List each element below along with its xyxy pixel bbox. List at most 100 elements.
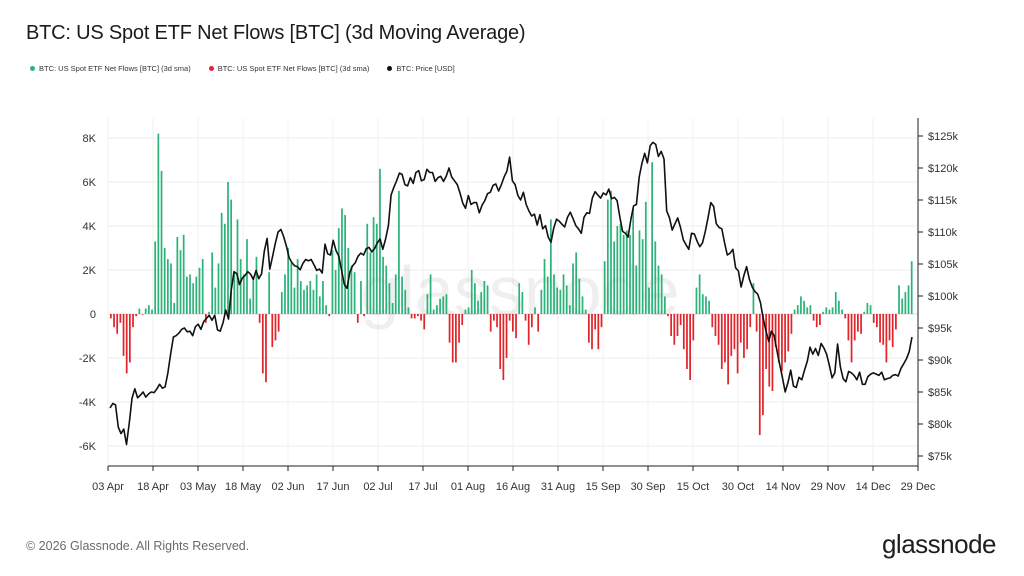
flow-bar bbox=[749, 314, 752, 328]
flow-bar bbox=[284, 274, 286, 314]
flow-bar bbox=[467, 307, 470, 314]
flow-bar bbox=[670, 314, 673, 336]
x-tick-label: 15 Sep bbox=[586, 481, 621, 493]
flow-bar bbox=[562, 274, 565, 314]
y-right-tick-label: $80k bbox=[928, 419, 952, 431]
flow-bar bbox=[739, 314, 742, 343]
x-tick-label: 30 Sep bbox=[631, 481, 666, 493]
flow-bar bbox=[318, 296, 321, 314]
flow-bar bbox=[189, 274, 191, 314]
flow-bar bbox=[325, 305, 327, 314]
x-tick-label: 01 Aug bbox=[451, 481, 485, 493]
flow-bar bbox=[898, 285, 900, 314]
legend-item-outflows[interactable]: BTC: US Spot ETF Net Flows [BTC] (3d sma… bbox=[208, 64, 369, 73]
flow-bars bbox=[110, 133, 913, 435]
axes bbox=[107, 118, 923, 471]
flow-bar bbox=[391, 303, 394, 314]
flow-bar bbox=[689, 314, 691, 380]
flow-bar bbox=[404, 289, 407, 314]
y-right-tick-label: $115k bbox=[928, 195, 958, 207]
flow-bar bbox=[258, 314, 261, 323]
flow-bar bbox=[277, 314, 280, 332]
flow-bar bbox=[182, 234, 185, 314]
x-tick-label: 14 Dec bbox=[856, 481, 891, 493]
chart-legend: BTC: US Spot ETF Net Flows [BTC] (3d sma… bbox=[30, 64, 455, 73]
flow-bar bbox=[211, 252, 214, 314]
flow-bar bbox=[195, 276, 198, 314]
y-right-tick-label: $100k bbox=[928, 291, 958, 303]
chart-title: BTC: US Spot ETF Net Flows [BTC] (3d Mov… bbox=[26, 22, 526, 44]
flow-bar bbox=[809, 305, 812, 314]
flow-bar bbox=[869, 305, 872, 314]
flow-bar bbox=[122, 314, 125, 356]
flow-bar bbox=[239, 259, 242, 314]
flow-bar bbox=[461, 314, 464, 325]
flow-bar bbox=[559, 289, 562, 314]
flow-bar bbox=[537, 314, 540, 332]
flow-bar bbox=[676, 314, 679, 336]
flow-bar bbox=[730, 314, 733, 356]
y-left-tick-label: -2K bbox=[79, 353, 97, 365]
flow-bar bbox=[271, 314, 274, 347]
flow-bar bbox=[147, 305, 150, 314]
flow-bar bbox=[410, 314, 413, 319]
flow-bar bbox=[847, 314, 850, 341]
flow-bar bbox=[663, 296, 666, 314]
flow-bar bbox=[815, 314, 818, 328]
flow-bar bbox=[717, 314, 720, 345]
y-left-tick-label: 8K bbox=[83, 133, 97, 145]
flow-bar bbox=[439, 298, 441, 314]
flow-bar bbox=[322, 281, 324, 314]
flow-bar bbox=[543, 259, 546, 314]
flow-bar bbox=[825, 307, 828, 314]
flow-bar bbox=[331, 250, 334, 314]
flow-bar bbox=[315, 274, 318, 314]
price-line bbox=[109, 141, 913, 446]
flow-bar bbox=[160, 171, 163, 314]
flow-bar bbox=[369, 252, 372, 314]
flow-bar bbox=[644, 201, 647, 314]
flow-bar bbox=[144, 308, 147, 314]
flow-bar bbox=[619, 223, 622, 314]
flow-bar bbox=[464, 309, 467, 314]
flow-bar bbox=[891, 314, 894, 347]
flow-bar bbox=[119, 314, 122, 323]
flow-bar bbox=[116, 314, 119, 334]
flow-bar bbox=[306, 285, 308, 314]
flow-bar bbox=[265, 314, 267, 383]
flow-bar bbox=[217, 263, 220, 314]
flow-bar bbox=[553, 274, 555, 314]
flow-bar bbox=[803, 300, 805, 314]
flow-bar bbox=[179, 250, 182, 314]
flow-bar bbox=[398, 190, 400, 314]
y-right-tick-label: $95k bbox=[928, 323, 952, 335]
legend-item-inflows[interactable]: BTC: US Spot ETF Net Flows [BTC] (3d sma… bbox=[30, 64, 191, 73]
x-tick-label: 02 Jul bbox=[363, 481, 392, 493]
y-right-tick-label: $85k bbox=[928, 387, 952, 399]
flow-bar bbox=[474, 283, 476, 314]
x-tick-label: 15 Oct bbox=[677, 481, 709, 493]
flow-bar bbox=[834, 292, 837, 314]
flow-bar bbox=[546, 276, 549, 314]
y-right-tick-label: $90k bbox=[928, 355, 952, 367]
flow-bar bbox=[249, 298, 252, 314]
legend-item-price[interactable]: BTC: Price [USD] bbox=[387, 64, 455, 73]
flow-bar bbox=[407, 307, 410, 314]
flow-bar bbox=[280, 292, 283, 314]
flow-bar bbox=[341, 208, 343, 314]
flow-bar bbox=[166, 259, 169, 314]
flow-bar bbox=[417, 314, 419, 317]
legend-label-price: BTC: Price [USD] bbox=[396, 64, 455, 73]
flow-bar bbox=[654, 241, 657, 314]
flow-bar bbox=[648, 287, 650, 314]
flow-bar bbox=[496, 314, 498, 328]
legend-label-inflows: BTC: US Spot ETF Net Flows [BTC] (3d sma… bbox=[39, 64, 191, 73]
x-tick-label: 02 Jun bbox=[271, 481, 304, 493]
flow-bar bbox=[727, 314, 729, 385]
flow-bar bbox=[831, 307, 834, 314]
flow-bar bbox=[208, 311, 210, 314]
flow-bar bbox=[363, 314, 365, 317]
flow-bar bbox=[309, 281, 312, 314]
flow-bar bbox=[622, 234, 625, 314]
flow-bar bbox=[508, 314, 511, 321]
